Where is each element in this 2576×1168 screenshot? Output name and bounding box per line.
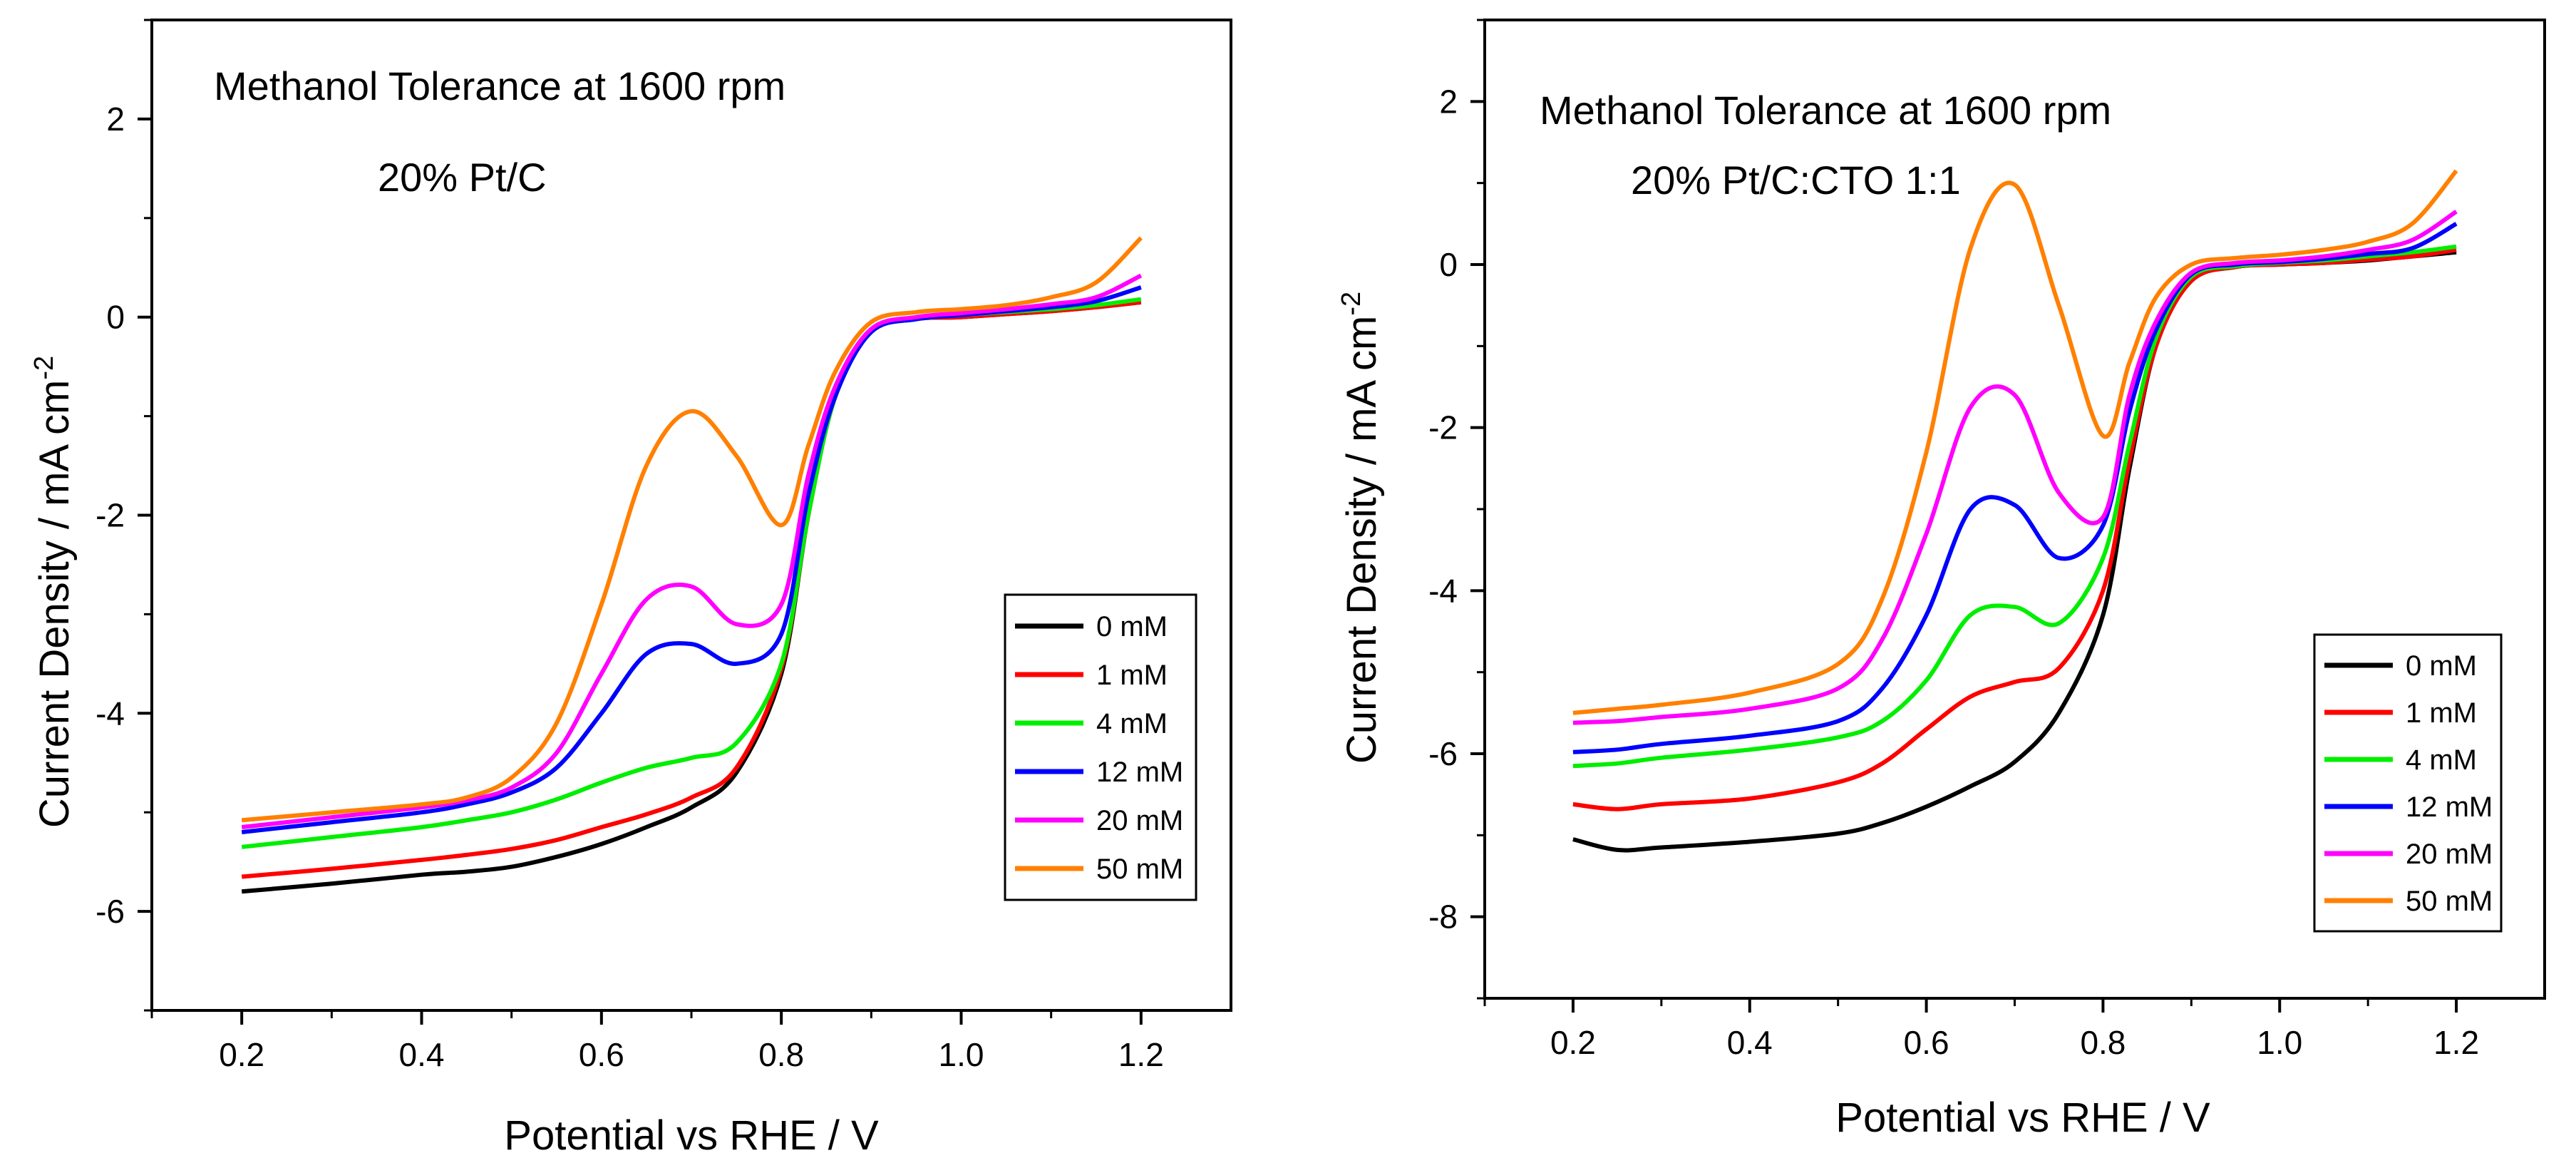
y-tick-label: 2 <box>106 101 125 138</box>
y-axis-title-text: Current Density / mA cm <box>1339 316 1385 764</box>
legend-label: 20 mM <box>2406 839 2493 870</box>
y-axis-title-superscript: -2 <box>29 356 59 380</box>
legend-label: 12 mM <box>1096 757 1183 788</box>
x-tick-label: 0.6 <box>1904 1024 1949 1061</box>
x-tick-label: 1.0 <box>939 1036 984 1073</box>
legend-label: 4 mM <box>2406 744 2477 776</box>
x-tick-label: 1.0 <box>2257 1024 2302 1061</box>
x-tick-label: 0.4 <box>399 1036 445 1073</box>
y-axis-title: Current Density / mA cm-2 <box>1336 292 1385 764</box>
y-tick-label: -2 <box>1428 409 1458 446</box>
axes: 0.2 0.4 0.6 0.8 1.0 1.2 2 0 -2 -4 -6 -8 <box>1428 19 2479 1061</box>
legend-box <box>2313 633 2503 933</box>
x-axis-title: Potential vs RHE / V <box>1835 1095 2210 1141</box>
legend-label: 4 mM <box>1096 708 1168 739</box>
y-axis-title: Current Density / mA cm-2 <box>29 356 78 828</box>
x-tick-label: 1.2 <box>2433 1024 2479 1061</box>
x-tick-label: 0.6 <box>579 1036 624 1073</box>
x-axis-title: Potential vs RHE / V <box>504 1112 879 1159</box>
series-layer <box>241 236 1143 894</box>
legend-label: 20 mM <box>1096 805 1183 836</box>
series-line-20-mm <box>1572 210 2458 725</box>
chart-annotation-title: Methanol Tolerance at 1600 rpm <box>1540 88 2111 133</box>
x-tick-label: 0.8 <box>758 1036 804 1073</box>
y-tick-label: -6 <box>96 893 125 930</box>
series-line-50-mm <box>1572 169 2458 715</box>
legend-label: 50 mM <box>2406 886 2493 917</box>
legend-label: 1 mM <box>1096 660 1168 691</box>
axes: 0.2 0.4 0.6 0.8 1.0 1.2 2 0 -2 -4 -6 <box>96 19 1164 1073</box>
legend: 0 mM 1 mM 4 mM 12 mM 20 mM 50 mM <box>1004 593 1197 901</box>
y-tick-label: 0 <box>106 299 125 336</box>
y-tick-label: 0 <box>1439 246 1458 283</box>
y-tick-label: -4 <box>1428 572 1458 609</box>
x-tick-label: 0.2 <box>219 1036 264 1073</box>
y-axis-title-text: Current Density / mA cm <box>31 380 78 828</box>
y-axis-title-superscript: -2 <box>1336 292 1366 316</box>
series-line-50-mm <box>241 236 1143 823</box>
legend-label: 1 mM <box>2406 697 2477 729</box>
legend-label: 0 mM <box>2406 650 2477 682</box>
chart-annotation-sample: 20% Pt/C <box>378 155 547 200</box>
y-tick-label: -8 <box>1428 898 1458 936</box>
x-tick-label: 1.2 <box>1118 1036 1164 1073</box>
legend-box <box>1004 593 1197 901</box>
y-tick-label: -6 <box>1428 735 1458 772</box>
chart-left: 0.2 0.4 0.6 0.8 1.0 1.2 2 0 -2 -4 -6 Methanol Tole… <box>29 19 1232 1159</box>
y-tick-label: -2 <box>96 497 125 534</box>
legend: 0 mM 1 mM 4 mM 12 mM 20 mM 50 mM <box>2313 633 2503 933</box>
legend-label: 12 mM <box>2406 792 2493 823</box>
y-tick-label: 2 <box>1439 83 1458 120</box>
series-line-20-mm <box>241 273 1143 829</box>
chart-annotation-sample: 20% Pt/C:CTO 1:1 <box>1631 158 1961 203</box>
legend-label: 0 mM <box>1096 611 1168 642</box>
chart-right: 0.2 0.4 0.6 0.8 1.0 1.2 2 0 -2 -4 -6 -8 Methanol To… <box>1336 19 2546 1141</box>
y-tick-label: -4 <box>96 695 125 732</box>
legend-label: 50 mM <box>1096 854 1183 885</box>
x-tick-label: 0.8 <box>2080 1024 2126 1061</box>
x-tick-label: 0.2 <box>1550 1024 1596 1061</box>
x-tick-label: 0.4 <box>1727 1024 1773 1061</box>
chart-annotation-title: Methanol Tolerance at 1600 rpm <box>214 63 785 108</box>
series-layer <box>1572 169 2458 853</box>
